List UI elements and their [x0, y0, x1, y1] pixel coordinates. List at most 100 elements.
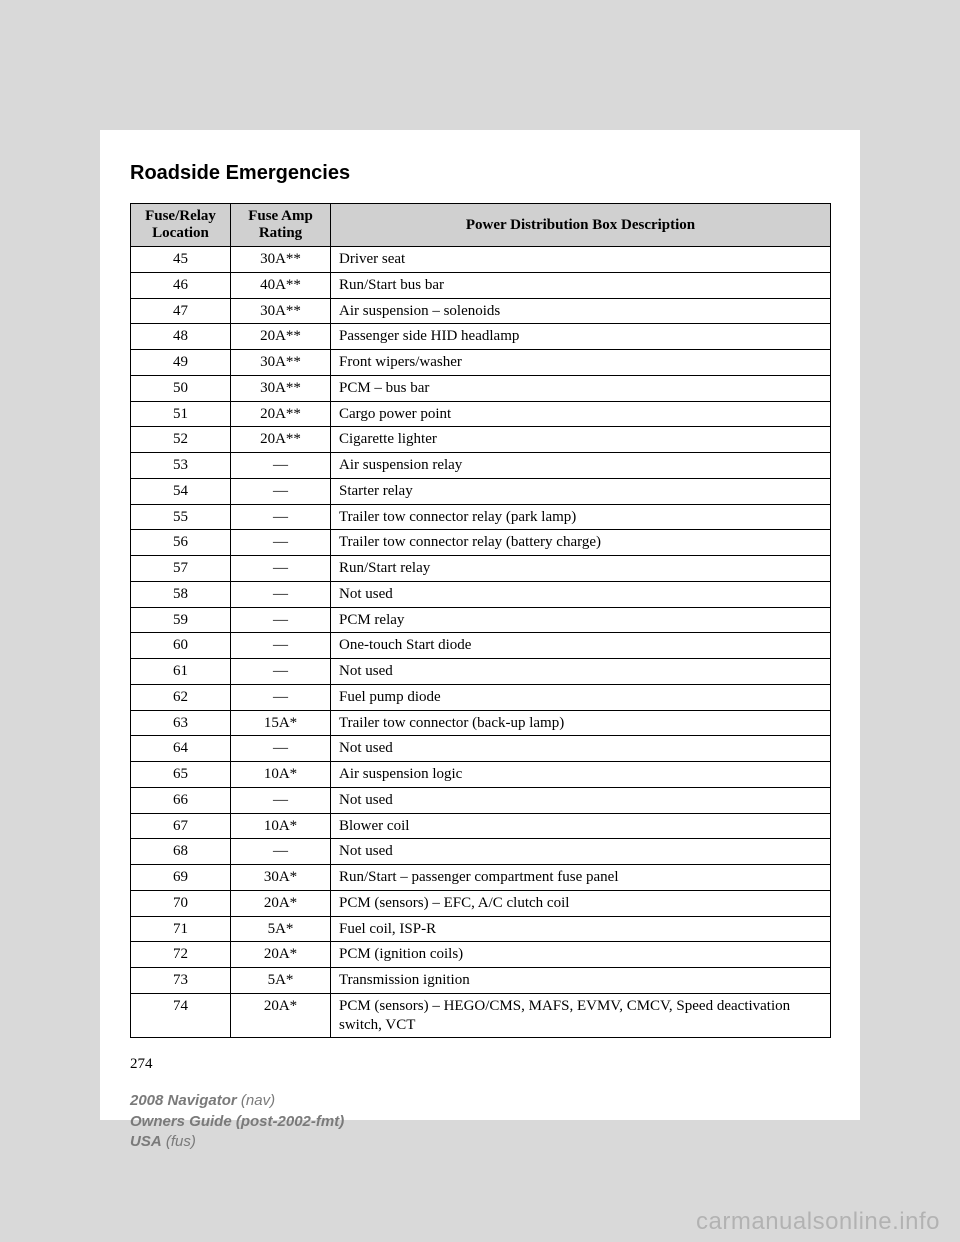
cell-description: Driver seat	[331, 247, 831, 273]
cell-amp: 20A**	[231, 324, 331, 350]
cell-location: 71	[131, 916, 231, 942]
table-row: 4730A**Air suspension – solenoids	[131, 298, 831, 324]
cell-description: Passenger side HID headlamp	[331, 324, 831, 350]
cell-description: Run/Start bus bar	[331, 272, 831, 298]
footer-vehicle-code: (nav)	[237, 1092, 275, 1109]
cell-description: PCM (sensors) – HEGO/CMS, MAFS, EVMV, CM…	[331, 993, 831, 1038]
cell-location: 53	[131, 453, 231, 479]
cell-location: 57	[131, 556, 231, 582]
cell-amp: —	[231, 530, 331, 556]
cell-amp: 20A*	[231, 890, 331, 916]
cell-location: 47	[131, 298, 231, 324]
cell-description: Blower coil	[331, 813, 831, 839]
table-row: 55—Trailer tow connector relay (park lam…	[131, 504, 831, 530]
cell-location: 74	[131, 993, 231, 1038]
cell-description: PCM (sensors) – EFC, A/C clutch coil	[331, 890, 831, 916]
footer-line3: USA (fus)	[130, 1132, 344, 1152]
cell-description: Starter relay	[331, 478, 831, 504]
cell-location: 73	[131, 968, 231, 994]
table-row: 4930A**Front wipers/washer	[131, 350, 831, 376]
cell-amp: —	[231, 453, 331, 479]
table-row: 62—Fuel pump diode	[131, 684, 831, 710]
cell-location: 61	[131, 659, 231, 685]
cell-location: 70	[131, 890, 231, 916]
cell-location: 60	[131, 633, 231, 659]
table-row: 66—Not used	[131, 787, 831, 813]
cell-description: Not used	[331, 659, 831, 685]
fuse-table: Fuse/Relay Location Fuse Amp Rating Powe…	[130, 203, 831, 1038]
cell-location: 58	[131, 581, 231, 607]
cell-description: Trailer tow connector (back-up lamp)	[331, 710, 831, 736]
cell-location: 55	[131, 504, 231, 530]
cell-description: Not used	[331, 581, 831, 607]
cell-amp: 10A*	[231, 813, 331, 839]
table-row: 6710A*Blower coil	[131, 813, 831, 839]
cell-description: PCM relay	[331, 607, 831, 633]
cell-amp: 30A**	[231, 350, 331, 376]
page-number: 274	[100, 1038, 860, 1073]
cell-amp: —	[231, 607, 331, 633]
cell-location: 52	[131, 427, 231, 453]
table-row: 4820A**Passenger side HID headlamp	[131, 324, 831, 350]
table-row: 56—Trailer tow connector relay (battery …	[131, 530, 831, 556]
cell-amp: —	[231, 504, 331, 530]
cell-description: PCM – bus bar	[331, 375, 831, 401]
footer: 2008 Navigator (nav) Owners Guide (post-…	[130, 1091, 344, 1152]
cell-description: Trailer tow connector relay (park lamp)	[331, 504, 831, 530]
col-header-amp-line2: Rating	[259, 225, 302, 241]
cell-description: Air suspension – solenoids	[331, 298, 831, 324]
cell-location: 51	[131, 401, 231, 427]
table-row: 715A*Fuel coil, ISP-R	[131, 916, 831, 942]
col-header-amp: Fuse Amp Rating	[231, 204, 331, 247]
footer-region: USA	[130, 1133, 162, 1150]
cell-location: 54	[131, 478, 231, 504]
table-row: 61—Not used	[131, 659, 831, 685]
cell-location: 59	[131, 607, 231, 633]
cell-location: 69	[131, 865, 231, 891]
cell-description: PCM (ignition coils)	[331, 942, 831, 968]
table-row: 6510A*Air suspension logic	[131, 762, 831, 788]
cell-amp: 5A*	[231, 916, 331, 942]
cell-description: Not used	[331, 736, 831, 762]
table-row: 6930A*Run/Start – passenger compartment …	[131, 865, 831, 891]
table-row: 57—Run/Start relay	[131, 556, 831, 582]
table-row: 53—Air suspension relay	[131, 453, 831, 479]
cell-amp: 20A*	[231, 942, 331, 968]
cell-amp: 20A*	[231, 993, 331, 1038]
watermark: carmanualsonline.info	[696, 1208, 940, 1236]
cell-amp: 30A**	[231, 298, 331, 324]
cell-amp: —	[231, 478, 331, 504]
table-row: 6315A*Trailer tow connector (back-up lam…	[131, 710, 831, 736]
cell-location: 65	[131, 762, 231, 788]
cell-description: Not used	[331, 787, 831, 813]
fuse-table-head: Fuse/Relay Location Fuse Amp Rating Powe…	[131, 204, 831, 247]
table-row: 4530A**Driver seat	[131, 247, 831, 273]
page-inner: Roadside Emergencies Fuse/Relay Location…	[100, 130, 860, 1120]
cell-location: 46	[131, 272, 231, 298]
footer-line2: Owners Guide (post-2002-fmt)	[130, 1112, 344, 1132]
cell-amp: 20A**	[231, 427, 331, 453]
content-area: Fuse/Relay Location Fuse Amp Rating Powe…	[100, 203, 860, 1038]
cell-description: Fuel coil, ISP-R	[331, 916, 831, 942]
cell-amp: 30A**	[231, 375, 331, 401]
table-row: 5120A**Cargo power point	[131, 401, 831, 427]
cell-location: 68	[131, 839, 231, 865]
cell-amp: 30A*	[231, 865, 331, 891]
col-header-desc: Power Distribution Box Description	[331, 204, 831, 247]
cell-location: 48	[131, 324, 231, 350]
cell-location: 49	[131, 350, 231, 376]
table-row: 60—One-touch Start diode	[131, 633, 831, 659]
footer-vehicle: 2008 Navigator	[130, 1092, 237, 1109]
col-header-location-line2: Location	[152, 225, 209, 241]
cell-amp: 20A**	[231, 401, 331, 427]
table-row: 7020A*PCM (sensors) – EFC, A/C clutch co…	[131, 890, 831, 916]
cell-amp: 30A**	[231, 247, 331, 273]
cell-description: Fuel pump diode	[331, 684, 831, 710]
cell-location: 64	[131, 736, 231, 762]
footer-guide: Owners Guide (post-2002-fmt)	[130, 1113, 344, 1130]
section-title: Roadside Emergencies	[100, 130, 860, 203]
table-row: 58—Not used	[131, 581, 831, 607]
table-row: 5220A**Cigarette lighter	[131, 427, 831, 453]
cell-location: 63	[131, 710, 231, 736]
cell-amp: —	[231, 633, 331, 659]
